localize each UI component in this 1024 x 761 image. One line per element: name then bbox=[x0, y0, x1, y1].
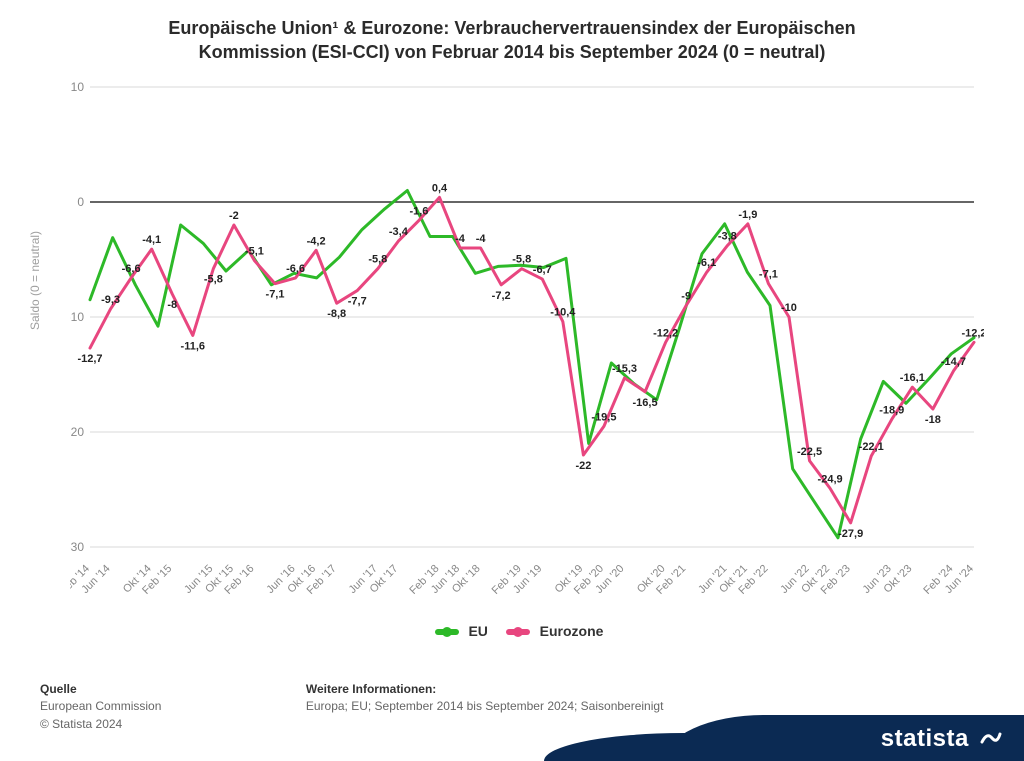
legend-swatch-eu bbox=[435, 629, 459, 635]
info-block: Weitere Informationen: Europa; EU; Septe… bbox=[306, 681, 664, 716]
svg-text:-14,7: -14,7 bbox=[941, 356, 966, 368]
svg-text:-7,1: -7,1 bbox=[266, 288, 285, 300]
svg-text:-9,3: -9,3 bbox=[101, 294, 120, 306]
svg-text:-22,1: -22,1 bbox=[859, 441, 884, 453]
svg-text:-6,6: -6,6 bbox=[122, 262, 141, 274]
svg-text:-4,2: -4,2 bbox=[307, 235, 326, 247]
legend: EU Eurozone bbox=[0, 623, 1024, 639]
svg-text:-10: -10 bbox=[70, 310, 84, 324]
svg-text:-19,5: -19,5 bbox=[591, 411, 616, 423]
svg-text:-22,5: -22,5 bbox=[797, 445, 822, 457]
source-block: Quelle European Commission © Statista 20… bbox=[40, 681, 161, 733]
y-axis-label: Saldo (0 = neutral) bbox=[28, 231, 42, 330]
svg-text:-10,4: -10,4 bbox=[550, 306, 576, 318]
svg-text:-10: -10 bbox=[781, 302, 797, 314]
svg-text:-12,2: -12,2 bbox=[961, 327, 984, 339]
svg-text:-6,1: -6,1 bbox=[697, 257, 716, 269]
svg-text:-3,4: -3,4 bbox=[389, 226, 409, 238]
svg-text:-9: -9 bbox=[681, 290, 691, 302]
svg-text:-27,9: -27,9 bbox=[838, 527, 863, 539]
svg-text:10: 10 bbox=[71, 80, 85, 94]
svg-text:-15,3: -15,3 bbox=[612, 363, 637, 375]
svg-text:-5,8: -5,8 bbox=[204, 273, 223, 285]
svg-text:-7,7: -7,7 bbox=[348, 295, 367, 307]
info-line: Europa; EU; September 2014 bis September… bbox=[306, 699, 664, 713]
svg-text:-2: -2 bbox=[229, 210, 239, 222]
legend-swatch-eurozone bbox=[506, 629, 530, 635]
svg-text:-22: -22 bbox=[575, 460, 591, 472]
svg-text:-30: -30 bbox=[70, 540, 84, 554]
svg-text:-5,8: -5,8 bbox=[512, 253, 531, 265]
title-line-2: Kommission (ESI-CCI) von Februar 2014 bi… bbox=[199, 42, 826, 62]
svg-text:-4: -4 bbox=[476, 233, 487, 245]
info-header: Weitere Informationen: bbox=[306, 682, 436, 696]
svg-text:-16,5: -16,5 bbox=[633, 396, 658, 408]
chart-svg: -30-20-10010Feb '14Jun '14Okt '14Feb '15… bbox=[70, 77, 984, 617]
svg-text:0: 0 bbox=[77, 195, 84, 209]
svg-text:-16,1: -16,1 bbox=[900, 372, 925, 384]
source-header: Quelle bbox=[40, 682, 77, 696]
chart-container: Europäische Union¹ & Eurozone: Verbrauch… bbox=[0, 0, 1024, 761]
svg-text:-12,7: -12,7 bbox=[77, 353, 102, 365]
footer: Quelle European Commission © Statista 20… bbox=[40, 681, 1024, 761]
svg-text:-6,7: -6,7 bbox=[533, 264, 552, 276]
legend-label-eurozone: Eurozone bbox=[540, 623, 604, 639]
title-line-1: Europäische Union¹ & Eurozone: Verbrauch… bbox=[168, 18, 855, 38]
svg-text:-1,9: -1,9 bbox=[738, 208, 757, 220]
svg-text:-1,6: -1,6 bbox=[409, 205, 428, 217]
svg-text:-3,8: -3,8 bbox=[718, 230, 737, 242]
svg-text:-20: -20 bbox=[70, 425, 84, 439]
legend-label-eu: EU bbox=[468, 623, 487, 639]
svg-text:-7,2: -7,2 bbox=[492, 289, 511, 301]
svg-text:-8,8: -8,8 bbox=[327, 308, 346, 320]
svg-text:-11,6: -11,6 bbox=[181, 340, 205, 352]
svg-text:-18: -18 bbox=[925, 414, 941, 426]
plot-area: -30-20-10010Feb '14Jun '14Okt '14Feb '15… bbox=[70, 77, 984, 557]
svg-text:-6,6: -6,6 bbox=[286, 262, 305, 274]
brand-logo: statista bbox=[881, 725, 1002, 753]
source-line: European Commission bbox=[40, 699, 161, 713]
svg-text:0,4: 0,4 bbox=[432, 182, 448, 194]
svg-text:-12,2: -12,2 bbox=[653, 327, 678, 339]
copyright: © Statista 2024 bbox=[40, 717, 122, 731]
svg-text:-4,1: -4,1 bbox=[142, 234, 161, 246]
svg-text:-7,1: -7,1 bbox=[759, 268, 778, 280]
brand-text: statista bbox=[881, 725, 969, 752]
svg-text:-5,1: -5,1 bbox=[245, 245, 264, 257]
svg-text:-4: -4 bbox=[455, 233, 466, 245]
svg-text:-8: -8 bbox=[167, 299, 177, 311]
svg-text:-5,8: -5,8 bbox=[368, 253, 387, 265]
chart-title: Europäische Union¹ & Eurozone: Verbrauch… bbox=[0, 0, 1024, 69]
brand-wave-icon bbox=[980, 726, 1002, 748]
svg-text:-18,9: -18,9 bbox=[879, 404, 904, 416]
svg-text:-24,9: -24,9 bbox=[818, 473, 843, 485]
